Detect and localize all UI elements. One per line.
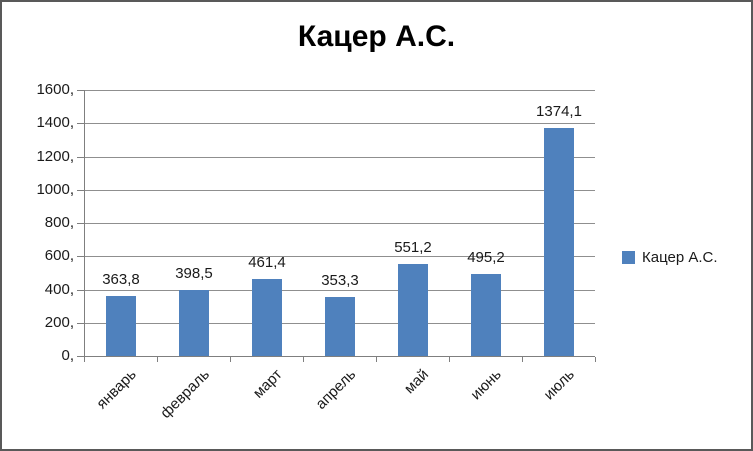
gridline (84, 190, 595, 191)
chart-title: Кацер А.С. (297, 20, 456, 53)
gridline (84, 157, 595, 158)
bar-март (252, 279, 282, 356)
gridline (84, 256, 595, 257)
gridline (84, 223, 595, 224)
gridline (84, 123, 595, 124)
bar-февраль (179, 290, 209, 356)
x-axis-tick (230, 357, 231, 362)
legend: Кацер А.С. (622, 249, 718, 266)
y-axis-tick (77, 356, 84, 357)
bar-value-label: 1374,1 (536, 103, 582, 120)
legend-label: Кацер А.С. (642, 249, 718, 266)
y-axis (84, 90, 85, 356)
bar-май (398, 264, 428, 356)
x-axis-tick (376, 357, 377, 362)
legend-swatch-icon (622, 251, 635, 264)
y-axis-tick (77, 323, 84, 324)
bar-июль (544, 128, 574, 356)
bar-январь (106, 296, 136, 356)
x-axis-category-label-text: июль (540, 366, 579, 404)
bar-value-label: 353,3 (321, 272, 359, 289)
bar-value-label: 461,4 (248, 254, 286, 271)
x-axis-category-label-text: июнь (467, 366, 506, 404)
y-axis-label: 600, (44, 247, 74, 264)
bar-июнь (471, 274, 501, 356)
y-axis-label: 1000, (36, 181, 74, 198)
y-axis-label: 400, (44, 281, 74, 298)
bar-value-label: 363,8 (102, 271, 140, 288)
y-axis-tick (77, 123, 84, 124)
y-axis-tick (77, 256, 84, 257)
y-axis-tick (77, 290, 84, 291)
x-axis-tick (157, 357, 158, 362)
y-axis-tick (77, 190, 84, 191)
x-axis-tick (84, 357, 85, 362)
bar-value-label: 398,5 (175, 265, 213, 282)
x-axis-tick (522, 357, 523, 362)
y-axis-label: 1200, (36, 148, 74, 165)
y-axis-tick (77, 157, 84, 158)
x-axis-category-label-text: январь (93, 366, 141, 413)
y-axis-tick (77, 223, 84, 224)
bar-value-label: 551,2 (394, 239, 432, 256)
bar-апрель (325, 297, 355, 356)
gridline (84, 90, 595, 91)
x-axis-category-label-text: март (250, 366, 287, 402)
y-axis-label: 1400, (36, 114, 74, 131)
x-axis-category-label-text: май (400, 366, 433, 398)
x-axis-tick (595, 357, 596, 362)
x-axis-category-label-text: февраль (157, 366, 214, 422)
y-axis-label: 0, (61, 347, 74, 364)
x-axis-tick (303, 357, 304, 362)
y-axis-label: 800, (44, 214, 74, 231)
x-axis-category-label-text: апрель (312, 366, 360, 413)
gridline (84, 290, 595, 291)
x-axis-tick (449, 357, 450, 362)
y-axis-tick (77, 90, 84, 91)
bar-value-label: 495,2 (467, 249, 505, 266)
y-axis-label: 200, (44, 314, 74, 331)
x-axis (84, 356, 595, 357)
y-axis-label: 1600, (36, 81, 74, 98)
